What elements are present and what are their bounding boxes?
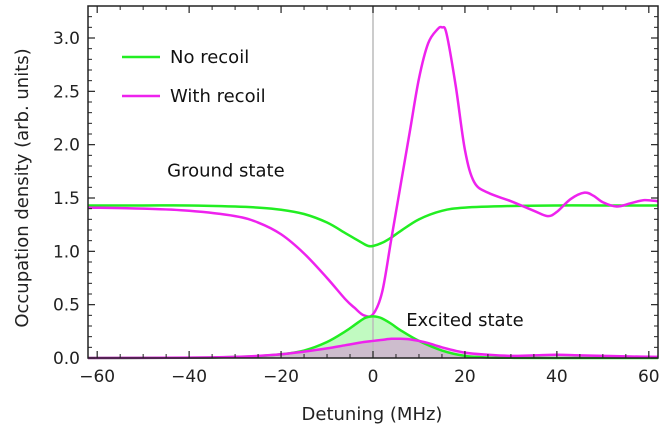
series-lines xyxy=(87,25,659,360)
legend-label-with-recoil: With recoil xyxy=(170,86,266,107)
y-tick-label: 2.0 xyxy=(53,136,80,156)
y-tick-label: 1.5 xyxy=(53,189,80,209)
y-tick-label: 2.5 xyxy=(53,82,80,102)
x-axis-label: Detuning (MHz) xyxy=(302,404,443,425)
y-tick-label: 3.0 xyxy=(53,29,80,49)
annotation-excited-state: Excited state xyxy=(406,310,523,331)
x-tick-label: 60 xyxy=(638,367,660,387)
y-axis: 0.0 0.5 1.0 1.5 2.0 2.5 3.0 xyxy=(53,16,658,369)
y-tick-label: 0.5 xyxy=(53,296,80,316)
x-tick-label: −20 xyxy=(263,367,299,387)
annotation-ground-state: Ground state xyxy=(167,161,285,182)
y-axis-label: Occupation density (arb. units) xyxy=(12,48,33,327)
legend-label-no-recoil: No recoil xyxy=(170,47,249,68)
y-tick-label: 1.0 xyxy=(53,242,80,262)
legend: No recoil With recoil xyxy=(122,47,266,107)
y-tick-label: 0.0 xyxy=(53,349,80,369)
x-tick-label: −60 xyxy=(79,367,115,387)
x-tick-label: −40 xyxy=(171,367,207,387)
x-tick-label: 40 xyxy=(546,367,568,387)
line-ground-with-recoil xyxy=(87,25,659,318)
x-tick-label: 20 xyxy=(454,367,476,387)
x-tick-label: 0 xyxy=(368,367,379,387)
x-axis: −60 −40 −20 0 20 40 60 xyxy=(79,6,660,387)
line-ground-no-recoil xyxy=(87,204,658,248)
